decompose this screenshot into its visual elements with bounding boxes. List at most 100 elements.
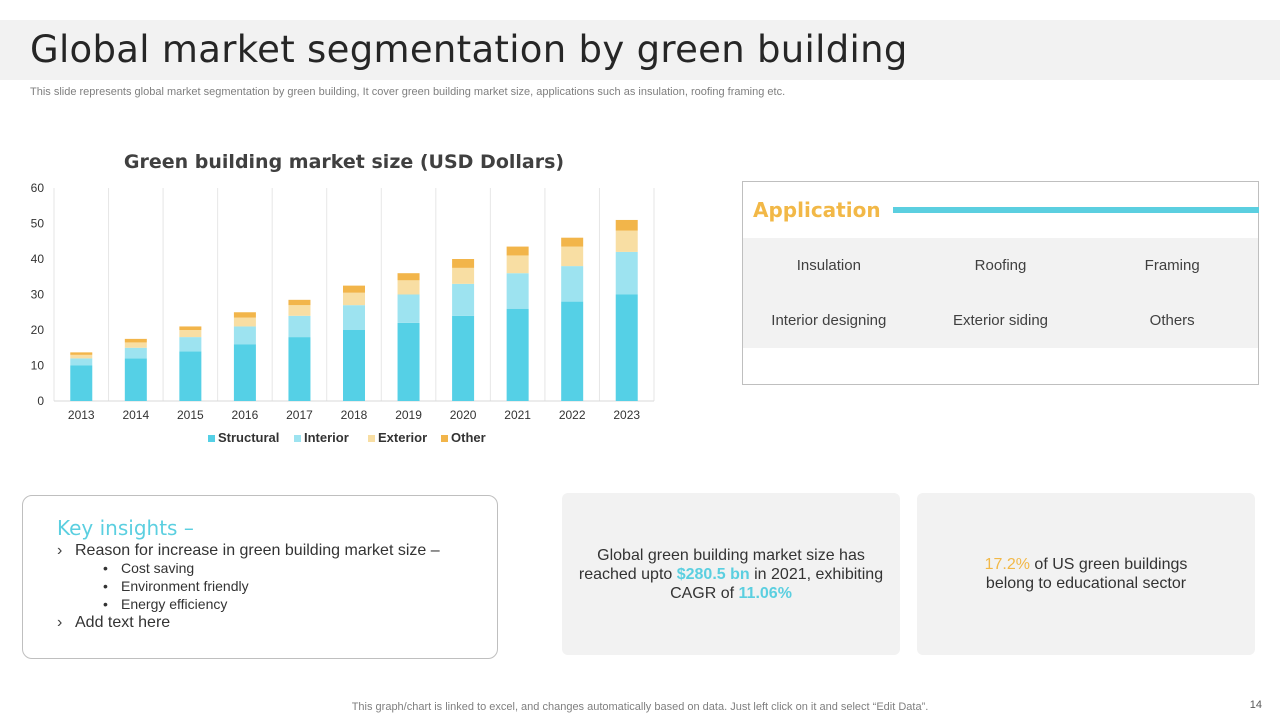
title-band xyxy=(0,20,1280,80)
bar-segment-interior xyxy=(452,283,475,316)
legend-label: Other xyxy=(451,430,486,445)
application-accent-line xyxy=(893,207,1259,213)
bar-segment-exterior xyxy=(615,230,638,252)
insight-point-text: Add text here xyxy=(75,614,171,631)
x-tick-label: 2013 xyxy=(68,408,95,422)
bar-segment-exterior xyxy=(288,305,311,316)
application-title: Application xyxy=(753,198,881,222)
legend-swatch xyxy=(294,435,301,442)
bar-segment-structural xyxy=(343,330,365,401)
y-tick-label: 20 xyxy=(31,323,45,337)
education-share-value: 17.2% xyxy=(984,556,1030,573)
legend-label: Interior xyxy=(304,430,349,445)
page-subtitle: This slide represents global market segm… xyxy=(30,86,786,98)
key-insights-heading: Key insights – xyxy=(57,516,194,540)
chart-title: Green building market size (USD Dollars) xyxy=(124,151,564,173)
legend-swatch xyxy=(368,435,375,442)
x-tick-label: 2020 xyxy=(450,408,477,422)
x-tick-label: 2019 xyxy=(395,408,422,422)
bullet-icon: • xyxy=(103,578,108,594)
x-tick-label: 2021 xyxy=(504,408,531,422)
bar-segment-structural xyxy=(506,308,529,401)
page-title: Global market segmentation by green buil… xyxy=(30,28,908,71)
bar-segment-other xyxy=(506,246,529,256)
bar-segment-structural xyxy=(452,315,475,401)
bar-segment-other xyxy=(124,338,147,343)
bar-segment-interior xyxy=(288,315,311,338)
market-size-value: $280.5 bn xyxy=(676,565,750,583)
bar-segment-other xyxy=(561,237,584,247)
bar-segment-other xyxy=(70,352,93,355)
bar-segment-exterior xyxy=(561,246,584,267)
education-stat-text: 17.2% of US green buildings belong to ed… xyxy=(971,555,1201,593)
bar-segment-other xyxy=(615,219,638,231)
x-tick-label: 2014 xyxy=(122,408,149,422)
bar-segment-structural xyxy=(179,351,202,401)
bar-segment-structural xyxy=(561,301,584,401)
y-tick-label: 30 xyxy=(31,288,45,302)
market-size-stat-card: Global green building market size has re… xyxy=(562,493,900,655)
stat-text: of US green buildings belong to educatio… xyxy=(985,556,1188,592)
bar-segment-other xyxy=(452,259,475,268)
stat-text: Global green building market size has re… xyxy=(578,546,865,583)
bar-segment-exterior xyxy=(179,330,202,338)
insight-subpoint-text: Environment friendly xyxy=(121,578,249,594)
bar-segment-other xyxy=(343,285,365,293)
insight-point-text: Reason for increase in green building ma… xyxy=(75,542,440,559)
application-item: Insulation xyxy=(796,257,861,274)
bar-segment-exterior xyxy=(124,342,147,348)
x-tick-label: 2023 xyxy=(613,408,640,422)
application-item: Others xyxy=(1149,312,1195,329)
market-size-stat-text: Global green building market size has re… xyxy=(576,546,886,603)
education-stat-card: 17.2% of US green buildings belong to ed… xyxy=(917,493,1255,655)
bar-segment-exterior xyxy=(233,317,256,327)
application-item: Interior designing xyxy=(771,312,887,329)
x-tick-label: 2018 xyxy=(341,408,368,422)
insight-subpoint: • Energy efficiency xyxy=(103,596,227,612)
bar-segment-other xyxy=(397,273,420,281)
insight-subpoint: • Environment friendly xyxy=(103,578,249,594)
bar-segment-interior xyxy=(615,251,638,295)
bar-segment-structural xyxy=(124,358,147,401)
stat-text: in 2021, exhibiting CAGR of xyxy=(670,565,884,602)
chevron-right-icon: › xyxy=(57,614,63,631)
key-insights-panel: Key insights – › Reason for increase in g… xyxy=(22,495,498,659)
application-item: Exterior siding xyxy=(952,312,1049,329)
bar-segment-exterior xyxy=(506,255,529,274)
insight-subpoint-text: Energy efficiency xyxy=(121,596,228,612)
bar-segment-structural xyxy=(288,337,311,401)
x-tick-label: 2015 xyxy=(177,408,204,422)
bar-segment-other xyxy=(179,326,202,330)
bar-segment-interior xyxy=(397,294,420,323)
legend-swatch xyxy=(441,435,448,442)
application-item: Framing xyxy=(1144,257,1200,274)
bar-segment-interior xyxy=(506,273,529,309)
insight-point: › Add text here xyxy=(57,614,170,632)
bullet-icon: • xyxy=(103,596,108,612)
x-tick-label: 2022 xyxy=(559,408,586,422)
y-tick-label: 60 xyxy=(31,181,45,195)
y-tick-label: 10 xyxy=(31,359,45,373)
bar-segment-structural xyxy=(233,344,256,401)
y-tick-label: 40 xyxy=(31,252,45,266)
application-panel: Application Insulation Roofing Framing I… xyxy=(742,181,1259,385)
page-number: 14 xyxy=(1249,699,1262,711)
x-tick-label: 2016 xyxy=(232,408,259,422)
bar-segment-other xyxy=(288,299,311,306)
bar-segment-interior xyxy=(124,347,147,359)
bar-segment-interior xyxy=(233,326,256,345)
y-tick-label: 0 xyxy=(37,394,44,408)
y-tick-label: 50 xyxy=(31,217,45,231)
bar-segment-structural xyxy=(70,365,93,401)
bar-segment-structural xyxy=(397,322,420,401)
legend-label: Exterior xyxy=(378,430,427,445)
bar-segment-interior xyxy=(561,266,584,302)
application-item: Roofing xyxy=(974,257,1027,274)
bullet-icon: • xyxy=(103,560,108,576)
x-tick-label: 2017 xyxy=(286,408,313,422)
bar-segment-structural xyxy=(615,294,638,401)
bar-segment-other xyxy=(233,312,256,318)
insight-point: › Reason for increase in green building m… xyxy=(57,542,440,560)
bar-segment-exterior xyxy=(452,267,475,284)
market-size-chart[interactable]: Green building market size (USD Dollars)… xyxy=(20,140,680,460)
